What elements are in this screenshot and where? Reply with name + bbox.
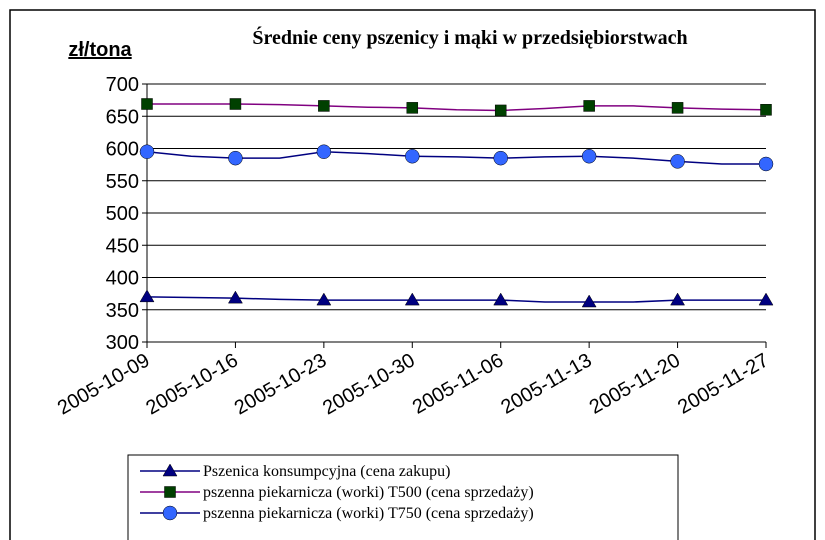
legend-label: pszenna piekarnicza (worki) T750 (cena s… — [203, 505, 534, 522]
y-axis-label: zł/tona — [68, 39, 132, 61]
y-tick-label: 450 — [106, 235, 139, 257]
marker — [318, 100, 330, 112]
marker — [493, 292, 509, 306]
y-tick-label: 700 — [106, 74, 139, 96]
y-tick-label: 600 — [106, 139, 139, 161]
series-line — [146, 150, 766, 165]
legend-marker — [164, 486, 176, 498]
marker — [760, 104, 772, 116]
marker — [228, 150, 243, 166]
marker — [583, 100, 595, 112]
marker — [139, 289, 155, 303]
y-tick-label: 350 — [106, 300, 139, 322]
y-tick-label: 650 — [106, 106, 139, 128]
legend-label: pszenna piekarnicza (worki) T500 (cena s… — [203, 484, 534, 501]
legend-marker — [162, 505, 178, 521]
marker — [229, 98, 242, 110]
y-tick-label: 500 — [106, 203, 139, 225]
marker — [316, 144, 332, 159]
marker — [671, 102, 684, 114]
legend-marker — [162, 463, 178, 477]
legend-label: Pszenica konsumpcyjna (cena zakupu) — [203, 463, 450, 480]
marker — [493, 150, 508, 166]
series-line — [147, 103, 767, 112]
marker — [316, 292, 332, 306]
series-line — [146, 296, 766, 303]
marker — [494, 104, 507, 117]
marker — [758, 292, 774, 306]
marker — [581, 148, 597, 164]
marker — [670, 154, 685, 169]
marker — [139, 144, 155, 159]
marker — [141, 98, 153, 110]
marker — [406, 102, 419, 114]
y-tick-label: 550 — [106, 171, 139, 193]
marker — [405, 148, 420, 164]
marker — [581, 294, 597, 308]
marker — [227, 290, 243, 304]
marker — [404, 292, 420, 306]
y-tick-label: 300 — [106, 332, 139, 354]
chart-title: Średnie ceny pszenicy i mąki w przedsięb… — [252, 25, 687, 49]
marker — [758, 156, 774, 172]
y-tick-label: 400 — [106, 268, 139, 290]
legend-box — [127, 454, 679, 540]
marker — [670, 292, 686, 306]
